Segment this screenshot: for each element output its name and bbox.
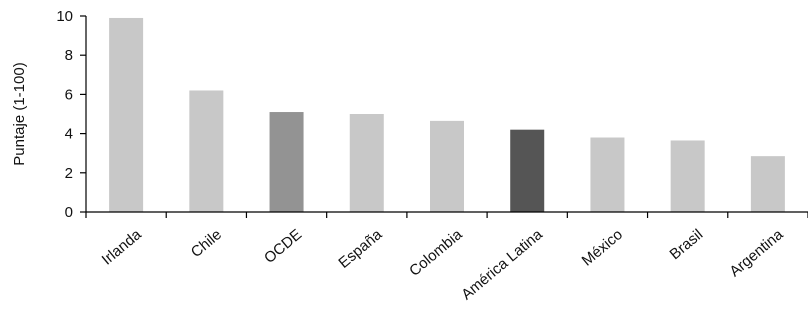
x-tick-label: España bbox=[335, 226, 385, 272]
bars bbox=[109, 17, 785, 213]
y-tick-label: 2 bbox=[65, 165, 73, 182]
x-tick-label: Brasil bbox=[667, 226, 707, 263]
x-tick-label: México bbox=[579, 226, 626, 270]
bar-chile bbox=[189, 90, 224, 212]
bar-argentina bbox=[750, 156, 785, 212]
bar-m-xico bbox=[590, 137, 625, 212]
bar-am-rica-latina bbox=[510, 129, 545, 212]
y-tick-label: 0 bbox=[65, 204, 73, 221]
y-tick-label: 6 bbox=[65, 86, 73, 103]
x-tick-label: América Latina bbox=[458, 226, 546, 304]
bar-ocde bbox=[269, 112, 304, 212]
bar-espa-a bbox=[349, 114, 384, 212]
x-axis-ticks bbox=[85, 212, 808, 218]
bar-irlanda bbox=[109, 17, 144, 213]
x-tick-label: Irlanda bbox=[99, 226, 146, 269]
y-axis-title: Puntaje (1-100) bbox=[11, 62, 28, 165]
y-tick-label: 4 bbox=[65, 126, 73, 143]
y-axis-ticks: 0 2 4 6 8 10 bbox=[56, 8, 86, 221]
x-tick-label: Colombia bbox=[406, 226, 466, 280]
x-tick-label: Argentina bbox=[726, 226, 787, 281]
bar-brasil bbox=[670, 140, 705, 212]
y-tick-label: 8 bbox=[65, 47, 73, 64]
x-tick-label: Chile bbox=[188, 226, 225, 261]
x-tick-label: OCDE bbox=[261, 226, 305, 267]
y-tick-label: 10 bbox=[56, 8, 73, 25]
bar-colombia bbox=[430, 120, 464, 212]
